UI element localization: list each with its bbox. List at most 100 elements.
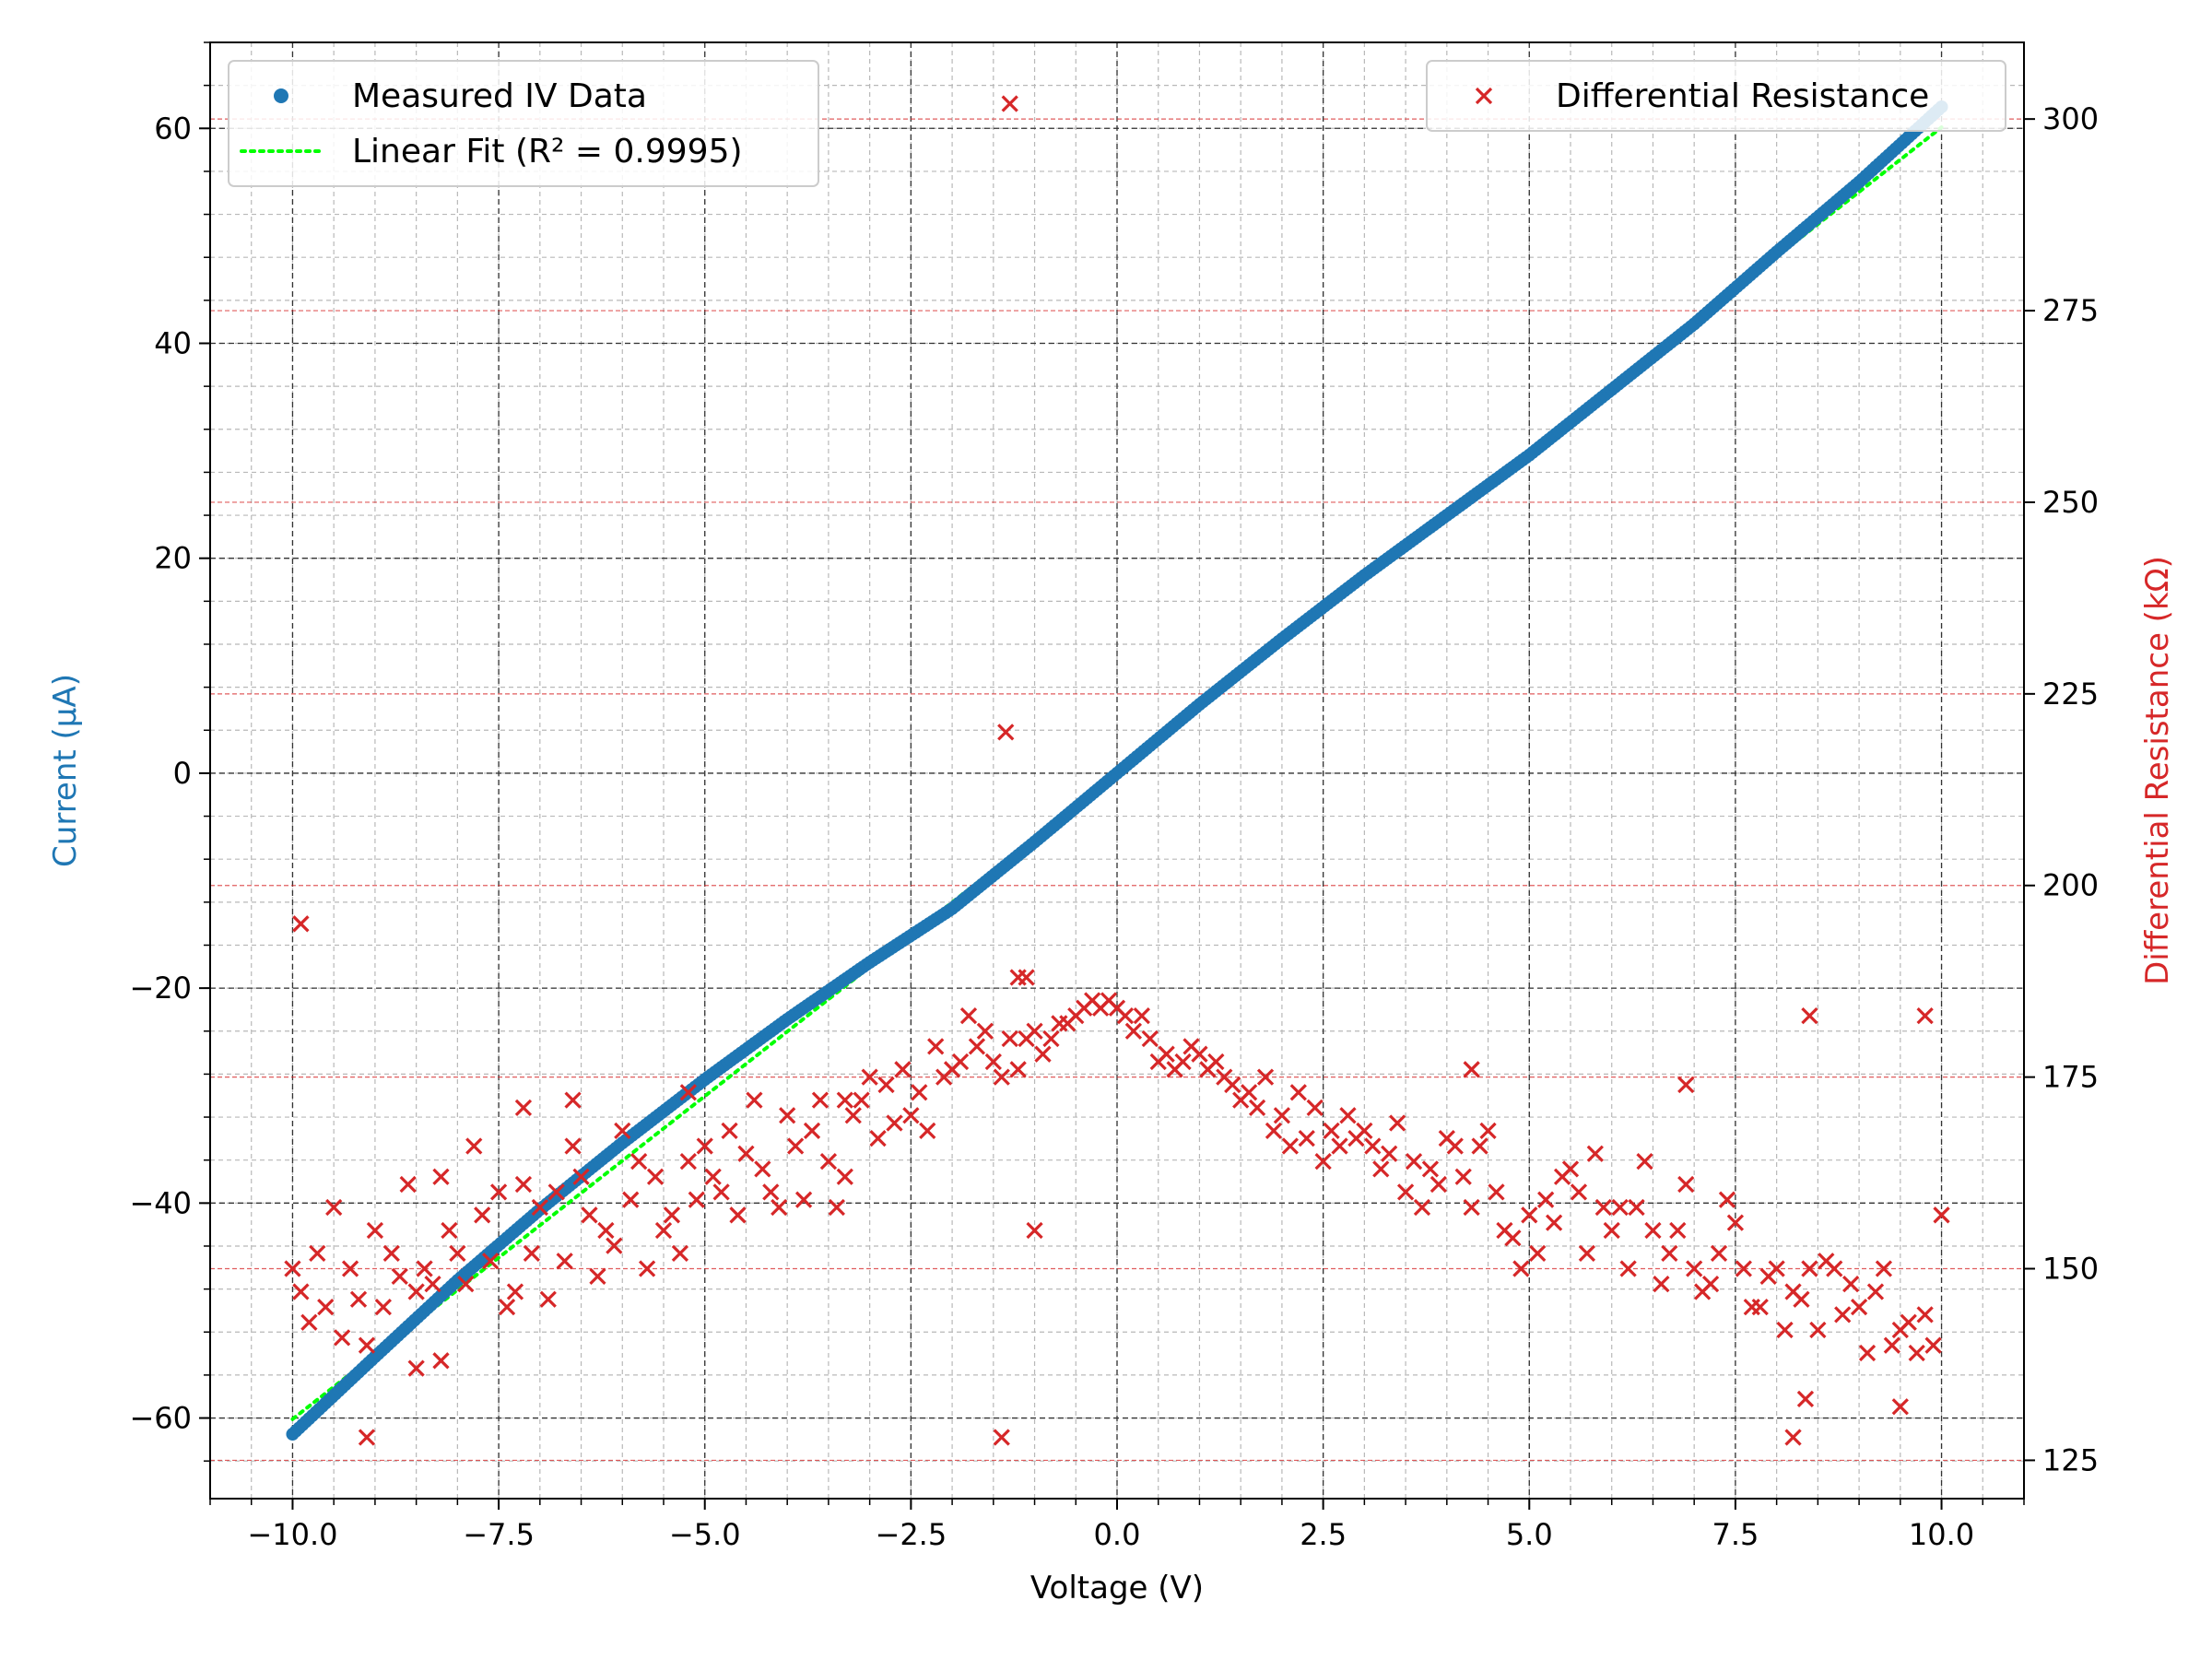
resistance-data-point <box>1034 1045 1052 1063</box>
resistance-data-point <box>1644 1221 1662 1240</box>
resistance-data-point <box>1026 1221 1043 1240</box>
resistance-data-point <box>441 1221 458 1240</box>
resistance-data-point <box>853 1091 870 1109</box>
resistance-data-point <box>539 1290 557 1308</box>
resistance-data-layer <box>284 95 1950 1446</box>
resistance-data-point <box>1314 1152 1332 1171</box>
resistance-data-point <box>1381 1145 1398 1162</box>
resistance-data-point <box>1891 1398 1909 1416</box>
resistance-data-point <box>1248 1099 1266 1117</box>
y-tick-label: −40 <box>129 1185 192 1220</box>
resistance-data-point <box>704 1168 722 1185</box>
resistance-data-point <box>1521 1206 1538 1224</box>
resistance-data-point <box>968 1038 986 1055</box>
resistance-data-point <box>432 1168 450 1185</box>
legend-swatch-resistance <box>1475 87 1493 105</box>
resistance-data-point <box>622 1191 640 1208</box>
resistance-data-point <box>1701 1276 1720 1293</box>
y-tick-label: 60 <box>154 111 192 146</box>
resistance-data-point <box>1413 1198 1431 1217</box>
resistance-data-point <box>341 1260 359 1277</box>
y-axis-label: Current (μA) <box>47 674 84 867</box>
resistance-data-point <box>1661 1244 1678 1263</box>
resistance-data-point <box>1826 1260 1843 1277</box>
y2-axis-label: Differential Resistance (kΩ) <box>2139 556 2176 985</box>
x-tick-label: −2.5 <box>876 1517 947 1552</box>
y-tick-label: 0 <box>173 756 192 791</box>
resistance-data-point <box>894 1061 912 1078</box>
resistance-data-point <box>300 1313 318 1331</box>
x-tick-label: 5.0 <box>1506 1517 1553 1552</box>
axis-ticks: −10.0 −7.5 −5.0 −2.5 0.0 2.5 5.0 7.5 10.0 −60 −40 −… <box>129 41 2099 1552</box>
legend-entry-fit: Linear Fit (R² = 0.9995) <box>352 133 743 171</box>
resistance-data-point <box>374 1298 392 1316</box>
y-tick-label: −20 <box>129 971 192 1006</box>
resistance-data-point <box>1018 969 1035 986</box>
resistance-data-point <box>1801 1260 1818 1277</box>
resistance-data-point <box>1265 1122 1283 1139</box>
x-tick-label: 10.0 <box>1909 1517 1974 1552</box>
resistance-data-point <box>1718 1191 1736 1208</box>
resistance-data-point <box>1001 1030 1018 1048</box>
resistance-data-point <box>514 1175 533 1194</box>
resistance-data-point <box>811 1091 830 1109</box>
resistance-data-point <box>498 1298 516 1316</box>
resistance-data-point <box>1586 1145 1604 1162</box>
resistance-data-point <box>1908 1344 1925 1362</box>
resistance-data-point <box>1900 1313 1917 1331</box>
resistance-data-point <box>309 1244 326 1263</box>
resistance-data-point <box>506 1283 524 1300</box>
resistance-data-point <box>1001 95 1018 112</box>
resistance-data-point <box>877 1076 895 1094</box>
y2-tick-label: 175 <box>2042 1060 2099 1095</box>
resistance-data-point <box>1933 1206 1950 1224</box>
resistance-data-point <box>976 1022 994 1040</box>
resistance-data-point <box>1471 1137 1488 1155</box>
x-tick-label: 0.0 <box>1094 1517 1141 1552</box>
resistance-data-point <box>819 1152 838 1171</box>
resistance-data-point <box>844 1107 862 1124</box>
resistance-data-point <box>794 1191 813 1208</box>
resistance-data-point <box>416 1260 433 1277</box>
resistance-data-point <box>1009 1061 1027 1078</box>
resistance-data-point <box>349 1290 368 1308</box>
resistance-data-point <box>861 1068 878 1086</box>
resistance-data-point <box>1809 1321 1827 1339</box>
resistance-data-point <box>1726 1214 1745 1231</box>
resistance-data-point <box>325 1198 343 1217</box>
resistance-data-point <box>836 1168 853 1185</box>
resistance-data-point <box>1916 1306 1934 1324</box>
resistance-data-point <box>1619 1260 1637 1277</box>
resistance-data-point <box>597 1221 615 1240</box>
resistance-data-point <box>754 1160 771 1178</box>
resistance-data-point <box>531 1198 548 1217</box>
resistance-data-point <box>1042 1030 1060 1048</box>
resistance-data-point <box>729 1206 747 1224</box>
x-tick-label: −7.5 <box>463 1517 535 1552</box>
resistance-data-point <box>737 1145 755 1162</box>
resistance-data-point <box>1273 1107 1291 1124</box>
resistance-data-point <box>828 1198 845 1217</box>
y2-tick-label: 200 <box>2042 868 2099 903</box>
resistance-data-point <box>1793 1290 1810 1308</box>
resistance-data-point <box>1339 1107 1357 1124</box>
x-tick-label: −5.0 <box>669 1517 741 1552</box>
y-tick-label: 40 <box>154 325 192 360</box>
legend-left-swatches <box>240 88 323 153</box>
resistance-data-point <box>474 1206 491 1224</box>
legend-left-box <box>228 60 819 187</box>
resistance-data-point <box>630 1152 648 1171</box>
resistance-data-point <box>292 1283 310 1300</box>
y2-tick-label: 300 <box>2042 101 2099 136</box>
resistance-data-point <box>638 1260 656 1277</box>
resistance-data-point <box>317 1298 335 1316</box>
legend-entry-iv: Measured IV Data <box>352 77 647 115</box>
resistance-data-point <box>391 1267 408 1285</box>
resistance-data-point <box>1561 1160 1580 1178</box>
resistance-data-point <box>1191 1045 1208 1063</box>
resistance-data-point <box>1875 1260 1893 1277</box>
y2-tick-label: 225 <box>2042 677 2099 712</box>
resistance-data-point <box>382 1244 400 1263</box>
x-tick-label: −10.0 <box>247 1517 337 1552</box>
